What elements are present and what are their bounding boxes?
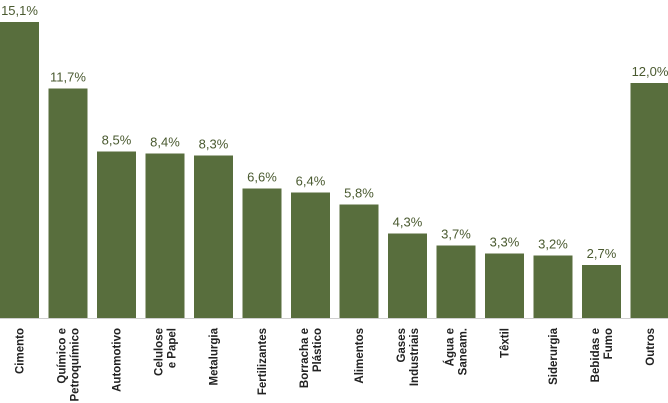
value-label-agua-e-saneam: 3,7%: [441, 227, 471, 242]
bars-group: [0, 22, 668, 318]
category-label-line: Industriais: [409, 328, 421, 386]
bar-automotivo: [97, 151, 136, 318]
category-label-line: Bebidas e: [590, 328, 602, 382]
bar-celulose-e-papel: [145, 153, 185, 318]
category-label-line: Alimentos: [354, 328, 366, 384]
category-label-agua-e-saneam: Água e Saneam.: [444, 328, 470, 375]
bar-gases-industriais: [388, 233, 427, 318]
category-label-line: Cimento: [15, 328, 27, 374]
value-label-gases-industriais: 4,3%: [393, 215, 423, 230]
category-label-line: Outros: [645, 328, 657, 366]
category-label-line: e Papel: [167, 328, 179, 368]
value-label-textil: 3,3%: [490, 234, 520, 249]
value-label-metalurgia: 8,3%: [199, 136, 229, 151]
category-label-line: Gases: [396, 328, 408, 363]
category-label-textil: Têxtil: [500, 328, 512, 358]
category-label-line: Automotivo: [112, 328, 124, 392]
category-label-fertilizantes: Fertilizantes: [257, 328, 269, 395]
category-label-metalurgia: Metalurgia: [209, 327, 221, 385]
bar-metalurgia: [194, 155, 233, 318]
value-label-cimento: 15,1%: [1, 3, 38, 18]
category-label-line: Siderurgia: [548, 327, 560, 384]
bar-textil: [485, 253, 524, 318]
category-label-line: Têxtil: [500, 328, 512, 358]
bar-fertilizantes: [242, 188, 282, 318]
category-label-siderurgia: Siderurgia: [548, 327, 560, 384]
bar-cimento: [0, 22, 39, 318]
value-label-fertilizantes: 6,6%: [247, 170, 277, 185]
value-label-quimico-e-petroquimico: 11,7%: [50, 70, 86, 85]
value-label-outros: 12,0%: [632, 64, 668, 79]
category-label-bebidas-e-fumo: Bebidas e Fumo: [590, 328, 615, 382]
category-label-borracha-e-plastico: Borracha e Plástico: [299, 328, 324, 388]
bar-agua-e-saneam: [436, 245, 476, 318]
category-label-line: Saneam.: [458, 328, 470, 375]
value-label-celulose-e-papel: 8,4%: [150, 134, 180, 149]
category-label-automotivo: Automotivo: [112, 328, 124, 392]
value-label-alimentos: 5,8%: [344, 185, 374, 200]
category-label-line: Borracha e: [299, 328, 311, 388]
category-label-line: Plástico: [312, 328, 324, 372]
value-label-automotivo: 8,5%: [102, 132, 132, 147]
category-label-line: Metalurgia: [209, 327, 221, 385]
category-label-alimentos: Alimentos: [354, 328, 366, 384]
value-label-bebidas-e-fumo: 2,7%: [587, 246, 617, 261]
bar-outros: [630, 82, 668, 318]
value-labels-group: 15,1% 11,7% 8,5% 8,4% 8,3% 6,6% 6,4% 5,8% 4,3% 3,…: [1, 3, 668, 261]
category-labels-group: Cimento Químico e Petroquímico Automotivo Ce…: [15, 327, 658, 401]
category-label-celulose-e-papel: Celulose e Papel: [154, 328, 179, 376]
category-label-gases-industriais: Gases Industriais: [396, 328, 421, 386]
bar-borracha-e-plastico: [291, 192, 330, 318]
bar-quimico-e-petroquimico: [48, 88, 88, 318]
category-label-outros: Outros: [645, 328, 657, 366]
bar-alimentos: [339, 204, 379, 318]
category-label-line: Água e: [444, 328, 457, 366]
value-label-borracha-e-plastico: 6,4%: [296, 174, 326, 189]
bar-siderurgia: [533, 255, 573, 318]
category-label-line: Químico e: [57, 328, 69, 384]
category-label-line: Fertilizantes: [257, 328, 269, 395]
category-label-line: Petroquímico: [70, 328, 82, 401]
category-label-line: Celulose: [154, 328, 166, 376]
category-label-quimico-e-petroquimico: Químico e Petroquímico: [57, 328, 82, 401]
category-label-line: Fumo: [603, 328, 615, 359]
category-label-cimento: Cimento: [15, 328, 27, 374]
value-label-siderurgia: 3,2%: [538, 236, 568, 251]
bar-bebidas-e-fumo: [582, 265, 621, 318]
